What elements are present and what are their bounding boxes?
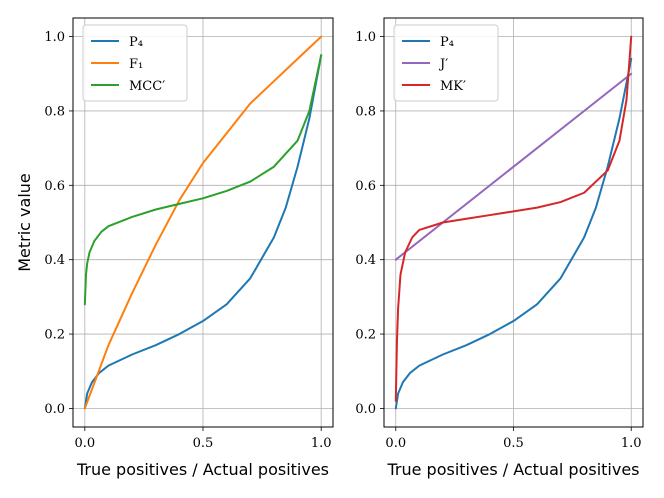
series-line-1 bbox=[394, 57, 633, 410]
x-axis-label: True positives / Actual positives bbox=[386, 460, 639, 479]
series-line-2 bbox=[394, 72, 633, 261]
x-tick-label: 0.0 bbox=[385, 436, 406, 451]
legend-label-3: MK′ bbox=[440, 79, 466, 94]
y-axis-label: Metric value bbox=[15, 173, 34, 272]
x-tick-label: 1.0 bbox=[311, 436, 332, 451]
x-tick-label: 0.5 bbox=[503, 436, 524, 451]
legend-label-2: J′ bbox=[438, 57, 448, 72]
x-tick-label: 1.0 bbox=[621, 436, 642, 451]
y-tick-label: 0.6 bbox=[44, 179, 65, 194]
legend: P₄ F₁ MCC′ bbox=[82, 24, 188, 102]
y-tick-label: 1.0 bbox=[355, 30, 376, 45]
y-tick-label: 0.8 bbox=[44, 104, 65, 119]
y-tick-label: 0.0 bbox=[355, 402, 376, 417]
x-axis-label: True positives / Actual positives bbox=[76, 460, 329, 479]
legend-label-1: P₄ bbox=[440, 35, 454, 50]
legend-box bbox=[82, 24, 188, 102]
y-tick-label: 0.4 bbox=[44, 253, 65, 268]
y-tick-label: 0.2 bbox=[355, 328, 376, 343]
series-line-2 bbox=[83, 35, 323, 410]
legend-label-3: MCC′ bbox=[129, 79, 165, 94]
series-line-3 bbox=[83, 54, 323, 306]
chart-panel-1: 0.0 0.5 1.0 0.0 0.2 0.4 0.6 0.8 1.0 True positive… bbox=[15, 17, 334, 479]
y-tick-label: 0.8 bbox=[355, 104, 376, 119]
series-line-3 bbox=[394, 35, 633, 402]
legend-box bbox=[393, 24, 499, 102]
y-tick-label: 0.0 bbox=[44, 402, 65, 417]
legend-label-2: F₁ bbox=[129, 57, 143, 72]
legend: P₄ J′ MK′ bbox=[393, 24, 499, 102]
x-tick-label: 0.5 bbox=[193, 436, 214, 451]
y-tick-label: 0.2 bbox=[44, 328, 65, 343]
y-tick-label: 1.0 bbox=[44, 30, 65, 45]
chart-panel-2: 0.0 0.5 1.0 0.0 0.2 0.4 0.6 0.8 1.0 True positive… bbox=[355, 17, 644, 479]
y-tick-label: 0.4 bbox=[355, 253, 376, 268]
x-tick-label: 0.0 bbox=[74, 436, 95, 451]
y-tick-label: 0.6 bbox=[355, 179, 376, 194]
grid-lines bbox=[73, 18, 333, 427]
legend-label-1: P₄ bbox=[129, 35, 143, 50]
